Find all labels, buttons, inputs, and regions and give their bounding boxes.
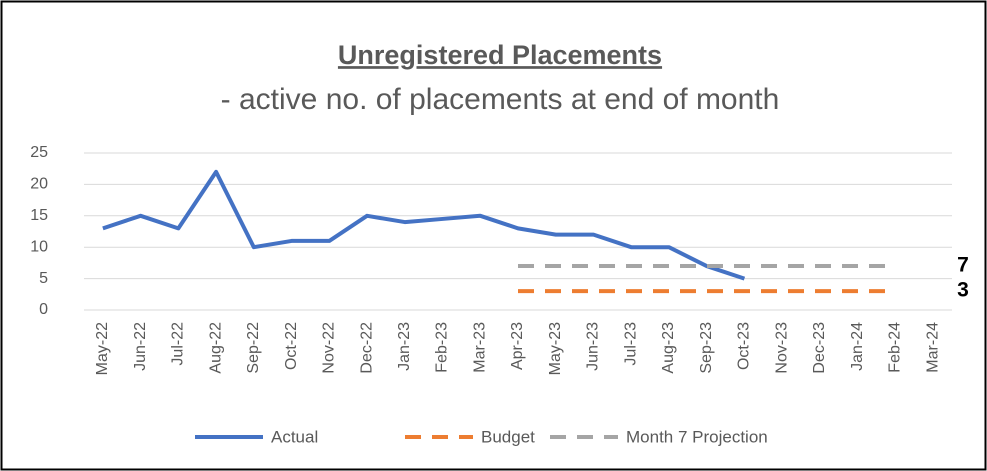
x-tick-label: Feb-24: [887, 322, 904, 373]
y-tick-label: 5: [39, 270, 48, 287]
chart-title: Unregistered Placements: [338, 40, 662, 70]
x-tick-label: Jan-23: [396, 322, 413, 371]
end-label: 3: [957, 279, 969, 302]
chart-subtitle: - active no. of placements at end of mon…: [221, 83, 780, 116]
x-tick-label: May-22: [94, 322, 111, 375]
x-tick-label: Feb-23: [434, 322, 451, 373]
legend-label: Month 7 Projection: [626, 427, 768, 446]
y-tick-label: 10: [30, 238, 48, 255]
x-tick-label: Oct-22: [283, 322, 300, 370]
x-tick-label: Sep-22: [245, 322, 262, 374]
x-tick-label: Mar-23: [471, 322, 488, 373]
x-tick-label: Mar-24: [924, 322, 941, 373]
x-tick-label: Nov-22: [321, 322, 338, 374]
x-tick-label: Nov-23: [773, 322, 790, 374]
x-tick-label: Jul-22: [170, 322, 187, 366]
y-tick-label: 20: [30, 176, 48, 193]
x-tick-label: Aug-23: [660, 322, 677, 374]
y-tick-label: 25: [30, 144, 48, 161]
x-tick-label: Oct-23: [736, 322, 753, 370]
y-tick-label: 0: [39, 301, 48, 318]
end-label: 7: [957, 254, 969, 277]
series-line: [102, 169, 746, 281]
x-tick-label: Aug-22: [207, 322, 224, 374]
x-tick-label: Dec-23: [811, 322, 828, 374]
x-tick-label: Sep-23: [698, 322, 715, 374]
x-tick-label: Jun-22: [132, 322, 149, 371]
legend-label: Budget: [481, 427, 535, 446]
x-tick-label: Dec-22: [358, 322, 375, 374]
x-tick-label: Jul-23: [622, 322, 639, 366]
x-tick-label: Jan-24: [849, 322, 866, 371]
x-tick-label: Apr-23: [509, 322, 526, 370]
x-tick-label: Jun-23: [585, 322, 602, 371]
y-tick-label: 15: [30, 207, 48, 224]
x-tick-label: May-23: [547, 322, 564, 375]
legend-label: Actual: [271, 427, 318, 446]
